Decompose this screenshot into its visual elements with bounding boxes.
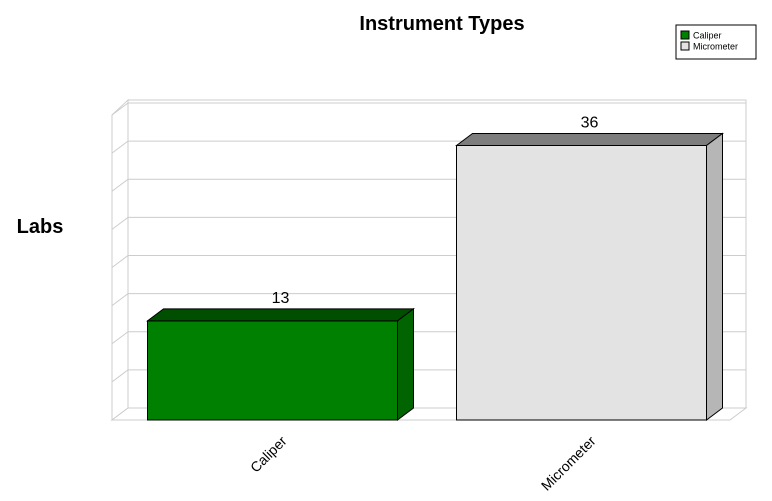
bar-side xyxy=(397,307,414,421)
x-tick-label: Caliper xyxy=(247,433,290,476)
y-axis-label: Labs xyxy=(17,216,64,238)
bar-front xyxy=(147,320,398,421)
legend-label: Micrometer xyxy=(693,42,738,52)
bar-front xyxy=(456,145,707,421)
gridline-side xyxy=(111,102,129,116)
gridline-side xyxy=(111,216,129,230)
data-label: 13 xyxy=(272,290,290,307)
gridline-side xyxy=(111,369,129,383)
x-tick-label: Micrometer xyxy=(538,433,599,494)
gridline-side xyxy=(111,331,129,345)
data-label: 36 xyxy=(581,115,599,132)
category-tick-labels: Caliper Micrometer xyxy=(247,433,599,494)
data-labels: 13 36 xyxy=(272,115,599,307)
legend-swatch xyxy=(680,41,690,51)
gridline-side xyxy=(111,178,129,192)
gridline-side xyxy=(111,255,129,268)
bar-top xyxy=(455,133,724,146)
bar-side xyxy=(706,132,723,421)
legend-label: Caliper xyxy=(693,31,722,41)
legend-swatch xyxy=(680,30,690,40)
chart-title: Instrument Types xyxy=(359,13,524,35)
bars xyxy=(146,132,724,421)
gridline-side xyxy=(111,293,129,307)
bar-micrometer xyxy=(455,132,724,421)
bar-caliper xyxy=(146,307,415,421)
bar-top xyxy=(146,308,415,322)
gridline-side xyxy=(111,140,129,154)
